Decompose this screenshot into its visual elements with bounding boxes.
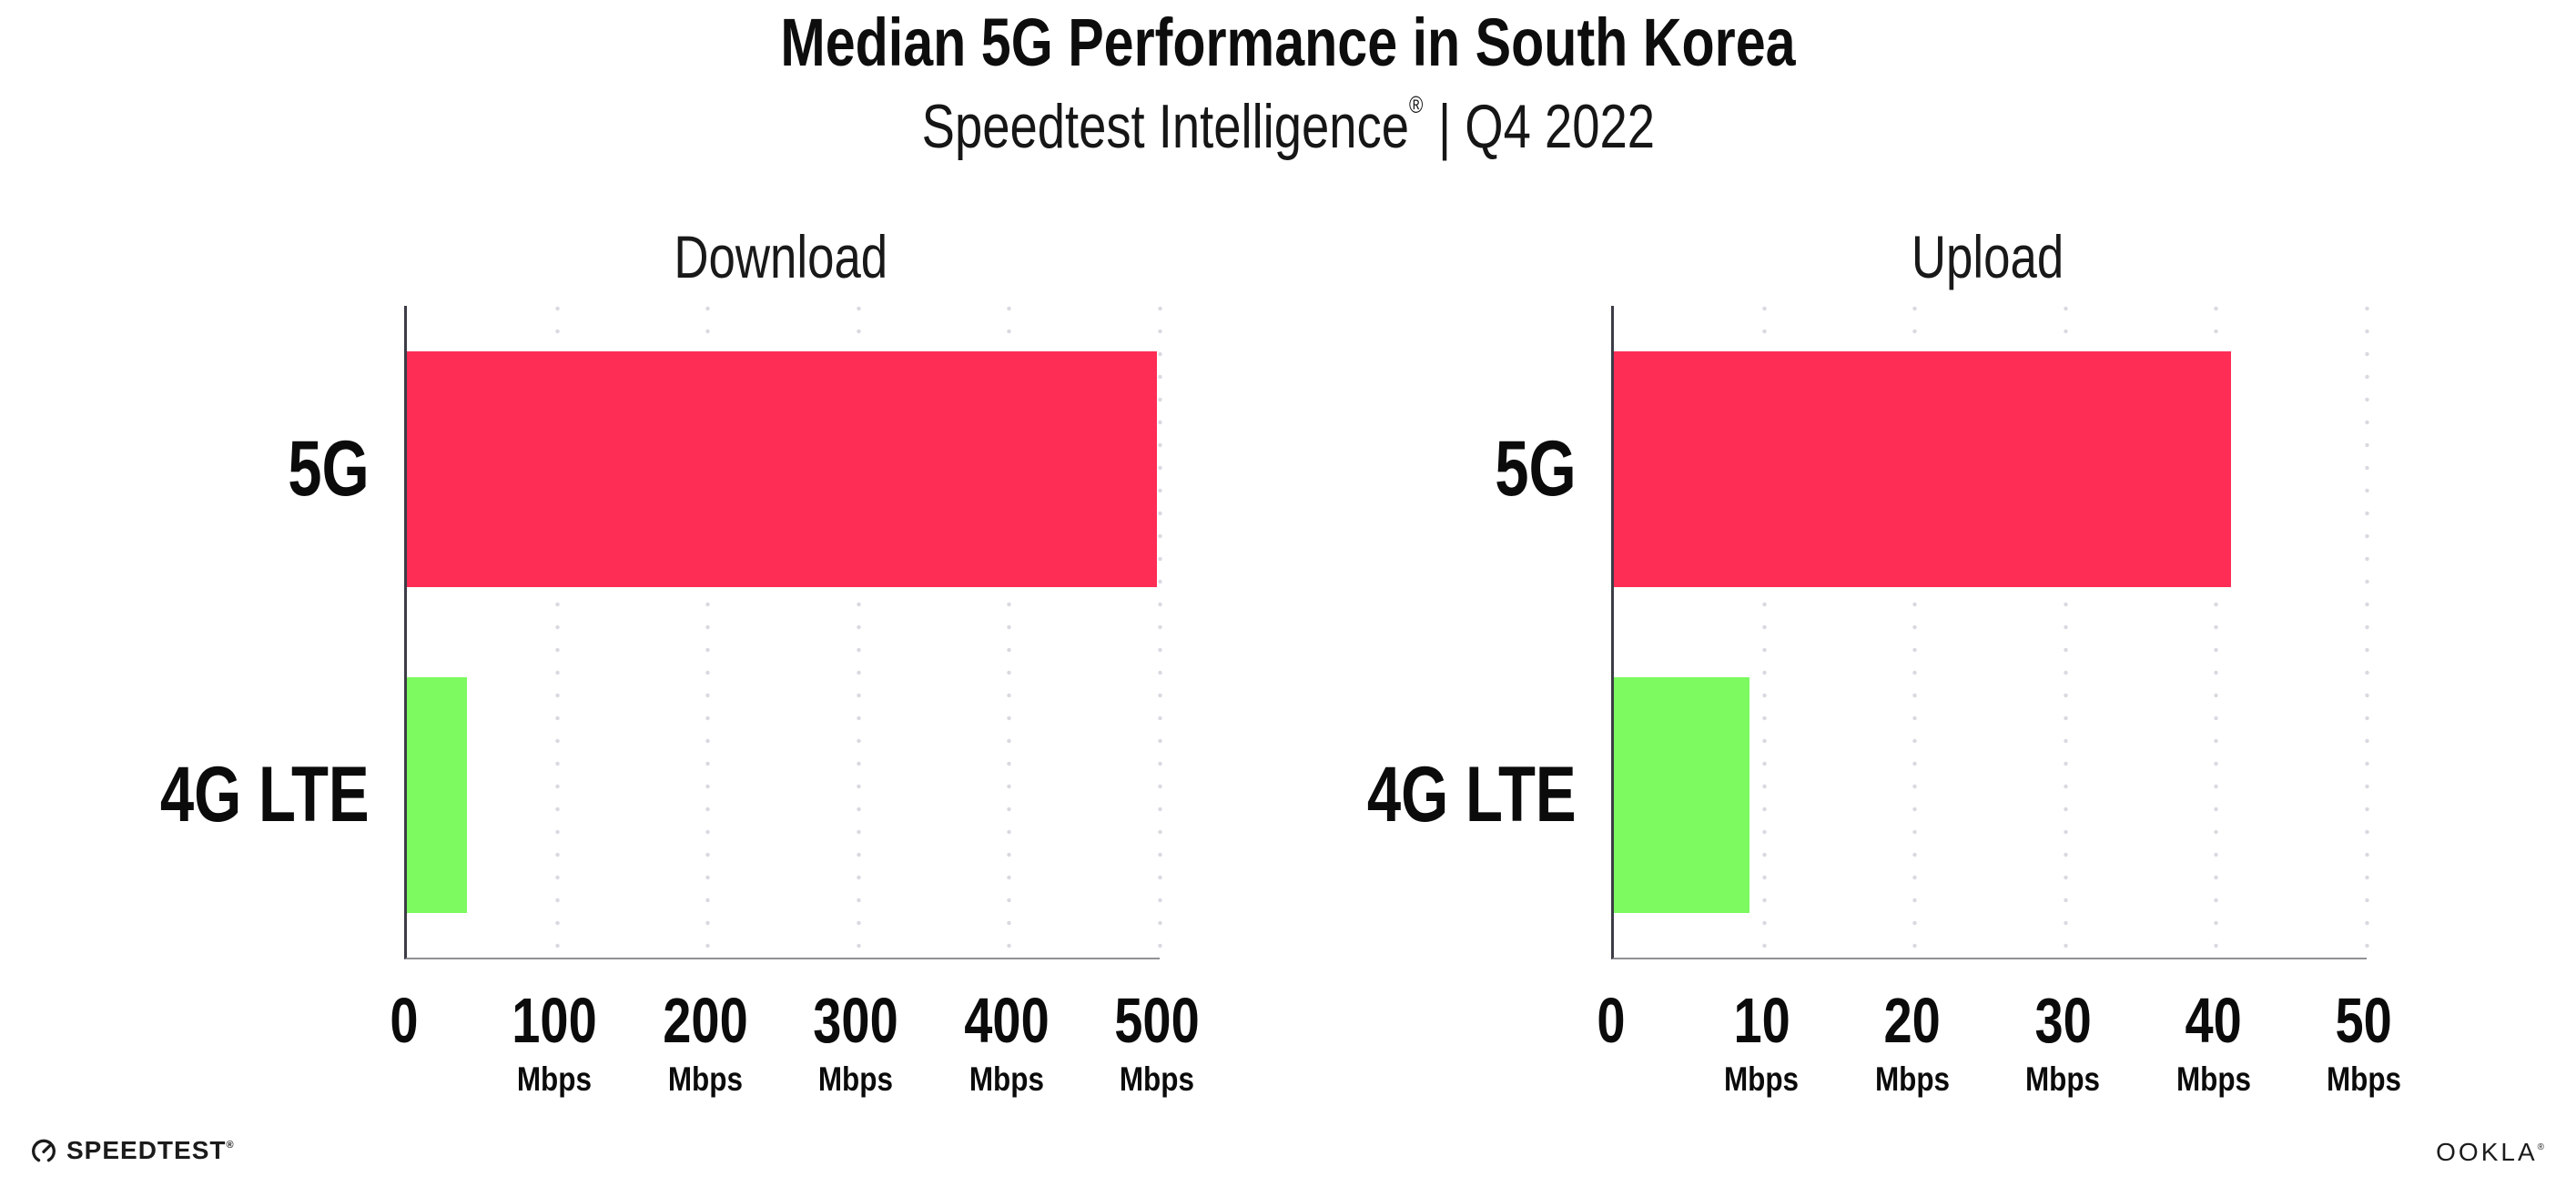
gridline-download-200	[705, 306, 711, 958]
upload-chart: Upload 5G 4G LTE 0 10 Mbps 20 Mbps 30 Mbps 40 Mbp…	[1367, 0, 2401, 1197]
page-title-text: Median 5G Performance in South Korea	[780, 5, 1796, 80]
download-chart-title-text: Download	[674, 223, 887, 290]
axis-tick-upload-10: 10 Mbps	[1718, 989, 1806, 1096]
tick-unit: Mbps	[2326, 1060, 2402, 1098]
axis-tick-upload-40: 40 Mbps	[2169, 989, 2257, 1096]
gridline-download-300	[856, 306, 861, 958]
tick-unit: Mbps	[1724, 1060, 1800, 1098]
tick-unit: Mbps	[1119, 1060, 1195, 1098]
subtitle-period: | Q4 2022	[1424, 92, 1655, 161]
tick-value: 200	[663, 985, 748, 1056]
bar-5g-upload	[1614, 350, 2232, 587]
axis-tick-upload-20: 20 Mbps	[1868, 989, 1956, 1096]
tick-unit: Mbps	[667, 1060, 743, 1098]
speedtest-gauge-icon	[29, 1136, 58, 1165]
tick-unit: Mbps	[2025, 1060, 2101, 1098]
tick-value: 20	[1883, 985, 1941, 1056]
gridline-upload-50	[2364, 306, 2369, 958]
gridline-download-400	[1007, 306, 1012, 958]
bar-4glte-upload	[1614, 676, 1749, 913]
tick-value: 10	[1733, 985, 1790, 1056]
tick-value: 500	[1114, 985, 1200, 1056]
bar-4glte-download	[407, 676, 468, 913]
upload-x-axis: 0 10 Mbps 20 Mbps 30 Mbps 40 Mbps 50 Mbps	[1597, 989, 2401, 1125]
axis-tick-download-300: 300 Mbps	[803, 989, 909, 1096]
tick-unit: Mbps	[2175, 1060, 2251, 1098]
category-label-text: 4G LTE	[1367, 751, 1577, 838]
download-chart: Download 5G 4G LTE 0 100 Mbps 200 Mbps 300 Mbps…	[160, 0, 1200, 1197]
upload-chart-title: Upload	[1611, 222, 2364, 291]
upload-plot-area: 5G 4G LTE	[1367, 306, 2369, 959]
gridline-upload-30	[2063, 306, 2068, 958]
gridline-download-500	[1157, 306, 1162, 958]
speedtest-wordmark: SPEEDTEST®	[66, 1138, 235, 1163]
tick-value: 300	[813, 985, 898, 1056]
gridline-download-100	[554, 306, 560, 958]
axis-tick-upload-30: 30 Mbps	[2019, 989, 2107, 1096]
axis-tick-upload-0: 0	[1594, 989, 1629, 1052]
page-title: Median 5G Performance in South Korea	[0, 7, 2576, 78]
upload-chart-title-text: Upload	[1911, 223, 2064, 290]
tick-value: 40	[2185, 985, 2242, 1056]
axis-tick-download-400: 400 Mbps	[953, 989, 1060, 1096]
tick-value: 0	[1597, 985, 1626, 1056]
gridline-upload-40	[2214, 306, 2219, 958]
tick-unit: Mbps	[1874, 1060, 1950, 1098]
category-label-text: 4G LTE	[160, 751, 370, 838]
ookla-wordmark-text: OOKLA	[2436, 1138, 2538, 1166]
page-subtitle-text: Speedtest Intelligence® | Q4 2022	[921, 91, 1655, 161]
axis-tick-download-500: 500 Mbps	[1104, 989, 1211, 1096]
category-label-4glte-upload: 4G LTE	[1185, 745, 1577, 845]
page-subtitle: Speedtest Intelligence® | Q4 2022	[0, 91, 2576, 161]
tick-unit: Mbps	[517, 1060, 593, 1098]
tick-value: 50	[2335, 985, 2393, 1056]
category-label-text: 5G	[1495, 425, 1577, 512]
download-x-axis: 0 100 Mbps 200 Mbps 300 Mbps 400 Mbps 500 Mbps	[390, 989, 1199, 1125]
download-plot-area: 5G 4G LTE	[160, 306, 1162, 959]
speedtest-registered-mark: ®	[226, 1140, 235, 1151]
tick-unit: Mbps	[818, 1060, 894, 1098]
axis-tick-download-0: 0	[387, 989, 422, 1052]
speedtest-wordmark-text: SPEEDTEST	[66, 1136, 227, 1164]
speedtest-logo: SPEEDTEST®	[29, 1136, 235, 1165]
tick-value: 30	[2034, 985, 2092, 1056]
bar-5g-download	[407, 350, 1157, 587]
tick-value: 100	[512, 985, 598, 1056]
category-label-5g-upload: 5G	[1185, 419, 1577, 519]
subtitle-brand: Speedtest Intelligence	[921, 92, 1409, 161]
ookla-logo: OOKLA®	[2436, 1140, 2544, 1165]
tick-unit: Mbps	[969, 1060, 1044, 1098]
category-label-4glte-download: 4G LTE	[0, 745, 370, 845]
gridline-upload-10	[1761, 306, 1767, 958]
ookla-registered-mark: ®	[2537, 1142, 2544, 1152]
tick-value: 400	[963, 985, 1050, 1056]
category-label-5g-download: 5G	[0, 419, 370, 519]
gridline-upload-20	[1912, 306, 1918, 958]
axis-tick-download-200: 200 Mbps	[652, 989, 758, 1096]
axis-tick-upload-50: 50 Mbps	[2320, 989, 2409, 1096]
axis-tick-download-100: 100 Mbps	[502, 989, 608, 1096]
category-label-text: 5G	[288, 425, 370, 512]
tick-value: 0	[390, 985, 419, 1056]
download-chart-title: Download	[404, 222, 1157, 291]
registered-mark: ®	[1408, 91, 1425, 118]
